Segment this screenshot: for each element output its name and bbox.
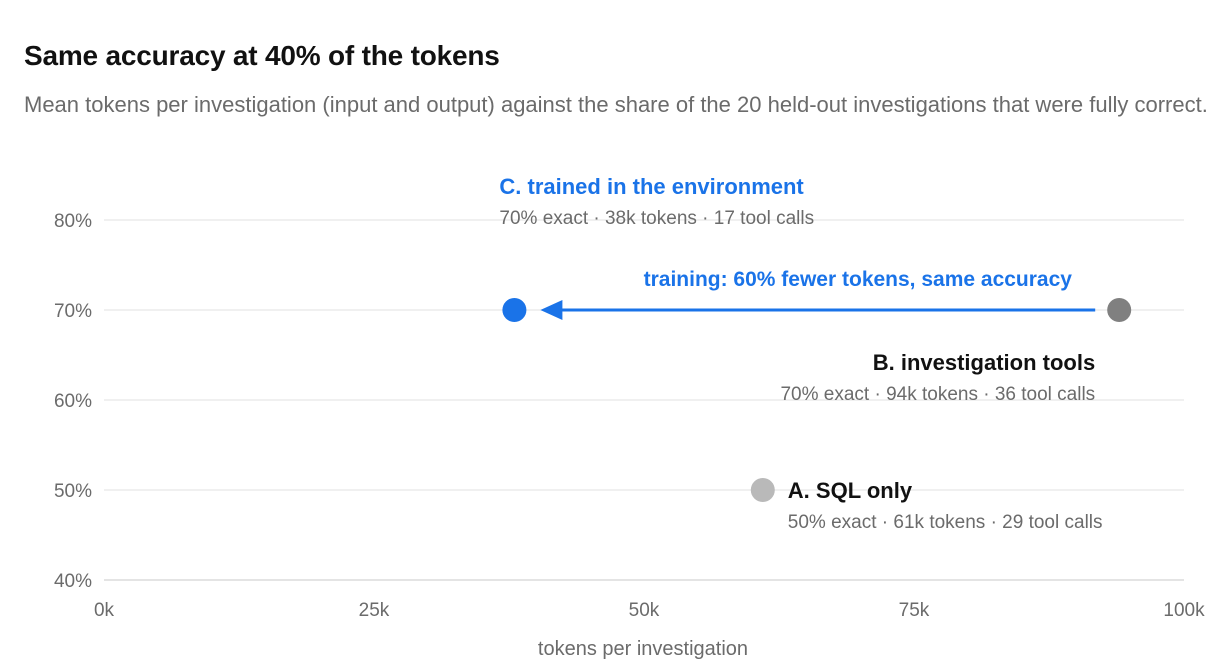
x-tick-label: 25k bbox=[359, 600, 390, 621]
y-tick-label: 60% bbox=[54, 391, 92, 412]
chart-title: Same accuracy at 40% of the tokens bbox=[24, 40, 500, 71]
point-label-A: A. SQL only bbox=[788, 478, 913, 503]
x-tick-label: 100k bbox=[1163, 600, 1205, 621]
arrow-label: training: 60% fewer tokens, same accurac… bbox=[644, 268, 1073, 291]
chart-subtitle: Mean tokens per investigation (input and… bbox=[24, 92, 1208, 117]
x-axis-title: tokens per investigation bbox=[538, 638, 748, 660]
y-tick-label: 70% bbox=[54, 301, 92, 322]
point-label-B: B. investigation tools bbox=[873, 350, 1095, 375]
y-axis-ticks: 40% 50% 60% 70% 80% bbox=[54, 211, 92, 592]
x-axis-ticks: 0k 25k 50k 75k 100k bbox=[94, 600, 1205, 621]
x-tick-label: 75k bbox=[899, 600, 930, 621]
y-tick-label: 40% bbox=[54, 571, 92, 592]
point-label-C: C. trained in the environment bbox=[499, 174, 804, 199]
annotations: training: 60% fewer tokens, same accurac… bbox=[540, 268, 1096, 320]
point-B bbox=[1107, 298, 1132, 322]
point-detail-A: 50% exact · 61k tokens · 29 tool calls bbox=[788, 512, 1103, 533]
y-tick-label: 80% bbox=[54, 211, 92, 232]
point-A bbox=[750, 478, 775, 502]
point-detail-B: 70% exact · 94k tokens · 36 tool calls bbox=[780, 384, 1095, 405]
point-detail-C: 70% exact · 38k tokens · 17 tool calls bbox=[499, 208, 814, 229]
x-tick-label: 0k bbox=[94, 600, 115, 621]
data-points: A. SQL only 50% exact · 61k tokens · 29 t… bbox=[499, 174, 1132, 533]
arrow-head bbox=[540, 300, 563, 320]
y-tick-label: 50% bbox=[54, 481, 92, 502]
x-tick-label: 50k bbox=[629, 600, 660, 621]
point-C bbox=[502, 298, 527, 322]
